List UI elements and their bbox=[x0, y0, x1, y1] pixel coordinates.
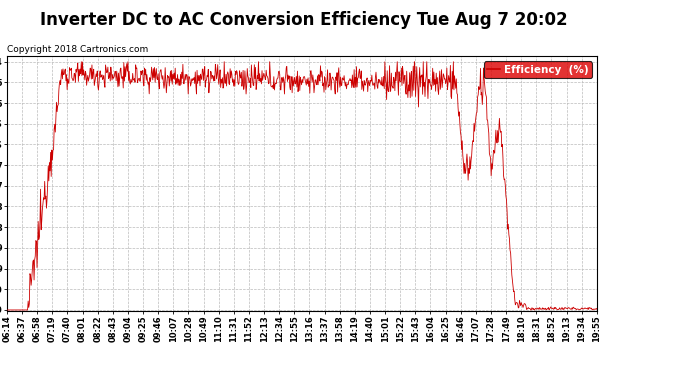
Text: Copyright 2018 Cartronics.com: Copyright 2018 Cartronics.com bbox=[7, 45, 148, 54]
Text: Inverter DC to AC Conversion Efficiency Tue Aug 7 20:02: Inverter DC to AC Conversion Efficiency … bbox=[40, 11, 567, 29]
Legend: Efficiency  (%): Efficiency (%) bbox=[484, 62, 591, 78]
